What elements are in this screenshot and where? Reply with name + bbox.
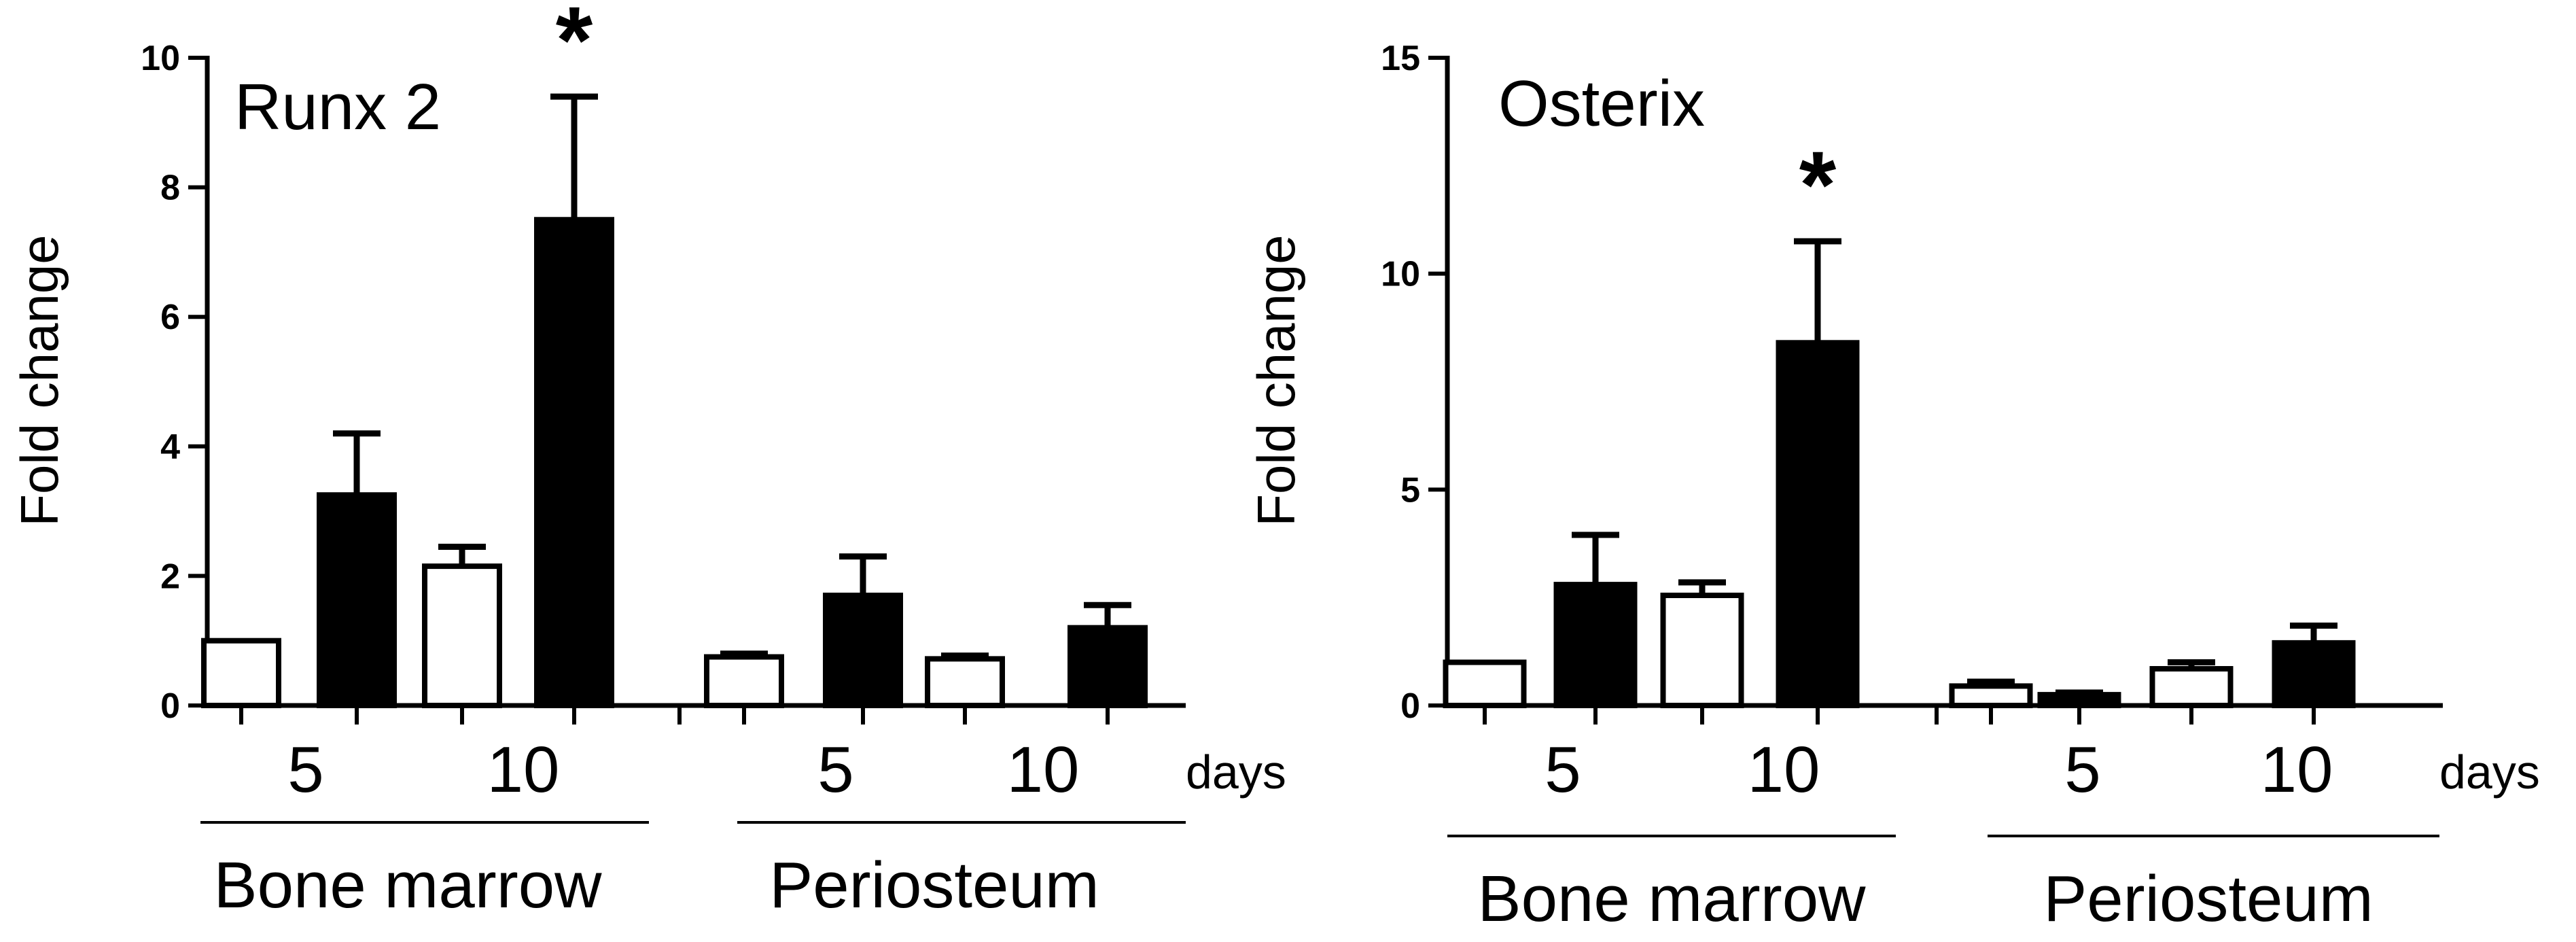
bar-filled <box>2037 692 2121 708</box>
bar-open <box>704 654 784 709</box>
x-tick-label: 5 <box>1545 733 1581 806</box>
x-tick-label: 10 <box>487 733 560 806</box>
y-tick-label: 4 <box>160 428 180 467</box>
bar-filled <box>2272 640 2356 708</box>
bar-filled <box>1068 625 1148 709</box>
x-tick-label: 5 <box>2064 733 2100 806</box>
x-tick-label: 10 <box>2261 733 2333 806</box>
group-label: Bone marrow <box>214 849 603 922</box>
bar-open <box>1949 683 2033 708</box>
y-tick-label: 6 <box>160 298 180 337</box>
x-unit-label: days <box>2439 746 2540 799</box>
bar-filled <box>317 492 397 709</box>
x-tick-label: 10 <box>1748 733 1820 806</box>
y-axis-label: Fold change <box>1246 234 1306 526</box>
y-tick-label: 5 <box>1400 470 1420 510</box>
bar-open <box>201 638 281 709</box>
chart-panel-1: Runx 2 Fold change 0 2 4 6 8 10 * 5 10 5 10 days Bone … <box>10 0 1286 922</box>
group-label: Periosteum <box>2043 862 2374 935</box>
bar-open <box>2149 665 2234 708</box>
x-tick-label: 5 <box>817 733 853 806</box>
x-tick-label: 5 <box>287 733 323 806</box>
chart-title: Runx 2 <box>234 71 441 143</box>
y-tick-label: 15 <box>1381 39 1420 78</box>
y-axis-label: Fold change <box>10 234 69 526</box>
bar-filled <box>823 592 903 708</box>
significance-marker: * <box>556 0 593 93</box>
y-tick-label: 0 <box>160 686 180 726</box>
x-unit-label: days <box>1186 746 1286 799</box>
significance-marker: * <box>1799 131 1837 238</box>
y-tick-label: 10 <box>141 39 180 78</box>
bar-open <box>422 563 502 708</box>
bar-open <box>925 656 1005 708</box>
y-tick-label: 0 <box>1400 686 1420 726</box>
group-label: Bone marrow <box>1478 862 1867 935</box>
bar-filled <box>1553 582 1638 709</box>
y-tick-label: 2 <box>160 557 180 596</box>
bar-filled <box>1776 340 1860 708</box>
chart-panel-2: Osterix Fold change 0 5 10 15 * 5 10 5 10 days Bone … <box>1246 39 2540 935</box>
chart-title: Osterix <box>1498 67 1705 140</box>
bar-open <box>1443 659 1527 709</box>
bar-open <box>1660 592 1744 708</box>
bar-filled <box>534 217 614 708</box>
y-tick-label: 10 <box>1381 255 1420 294</box>
x-tick-label: 10 <box>1007 733 1080 806</box>
y-tick-label: 8 <box>160 169 180 208</box>
group-label: Periosteum <box>769 849 1099 922</box>
